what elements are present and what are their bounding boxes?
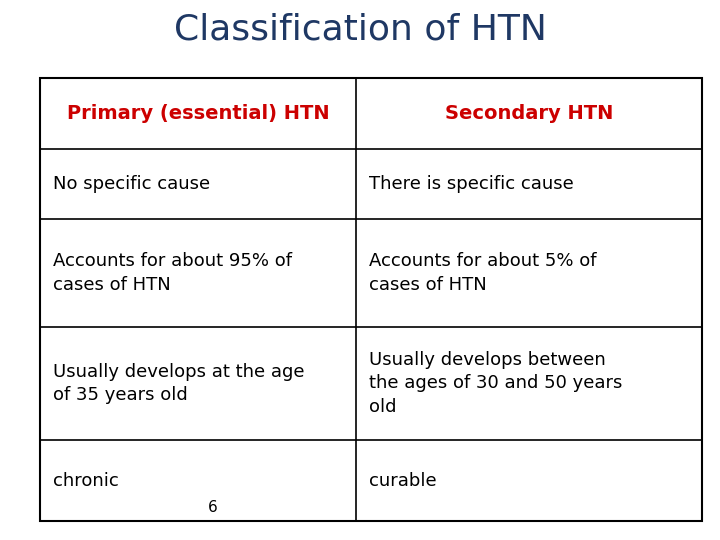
Text: Usually develops between
the ages of 30 and 50 years
old: Usually develops between the ages of 30 …: [369, 351, 623, 416]
Text: There is specific cause: There is specific cause: [369, 174, 574, 193]
Bar: [40, 78, 702, 521]
Text: Secondary HTN: Secondary HTN: [445, 104, 613, 123]
Text: Usually develops at the age
of 35 years old: Usually develops at the age of 35 years …: [53, 362, 304, 404]
Text: Accounts for about 95% of
cases of HTN: Accounts for about 95% of cases of HTN: [53, 252, 292, 294]
Text: chronic: chronic: [53, 471, 118, 490]
Text: No specific cause: No specific cause: [53, 174, 210, 193]
Text: Primary (essential) HTN: Primary (essential) HTN: [67, 104, 329, 123]
Text: Classification of HTN: Classification of HTN: [174, 13, 546, 46]
Text: Accounts for about 5% of
cases of HTN: Accounts for about 5% of cases of HTN: [369, 252, 597, 294]
Text: curable: curable: [369, 471, 437, 490]
Text: 6: 6: [207, 500, 217, 515]
